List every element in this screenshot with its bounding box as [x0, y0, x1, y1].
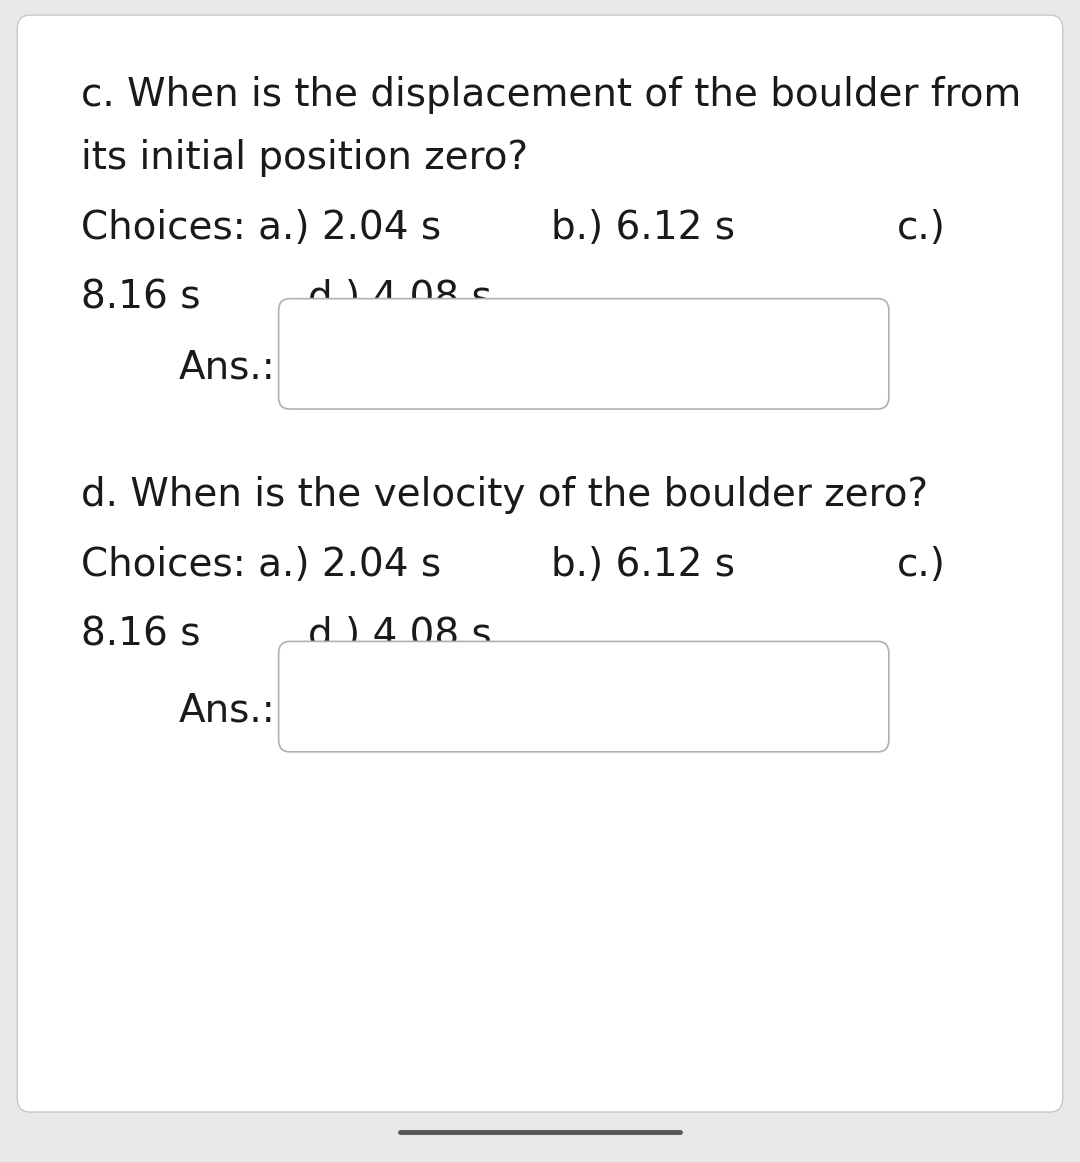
- Text: c.): c.): [896, 209, 945, 248]
- FancyBboxPatch shape: [279, 299, 889, 409]
- Text: b.) 6.12 s: b.) 6.12 s: [551, 209, 734, 248]
- FancyBboxPatch shape: [279, 641, 889, 752]
- FancyBboxPatch shape: [17, 15, 1063, 1112]
- Text: 8.16 s: 8.16 s: [81, 616, 201, 654]
- Text: Ans.:: Ans.:: [178, 349, 275, 387]
- Text: b.) 6.12 s: b.) 6.12 s: [551, 546, 734, 584]
- Text: c. When is the displacement of the boulder from: c. When is the displacement of the bould…: [81, 76, 1022, 114]
- Text: 8.16 s: 8.16 s: [81, 279, 201, 317]
- Text: d. When is the velocity of the boulder zero?: d. When is the velocity of the boulder z…: [81, 476, 928, 515]
- Text: c.): c.): [896, 546, 945, 584]
- Text: its initial position zero?: its initial position zero?: [81, 139, 528, 178]
- Text: d.) 4.08 s: d.) 4.08 s: [308, 279, 491, 317]
- Text: Choices: a.) 2.04 s: Choices: a.) 2.04 s: [81, 209, 441, 248]
- Text: Choices: a.) 2.04 s: Choices: a.) 2.04 s: [81, 546, 441, 584]
- Text: d.) 4.08 s: d.) 4.08 s: [308, 616, 491, 654]
- Text: Ans.:: Ans.:: [178, 691, 275, 730]
